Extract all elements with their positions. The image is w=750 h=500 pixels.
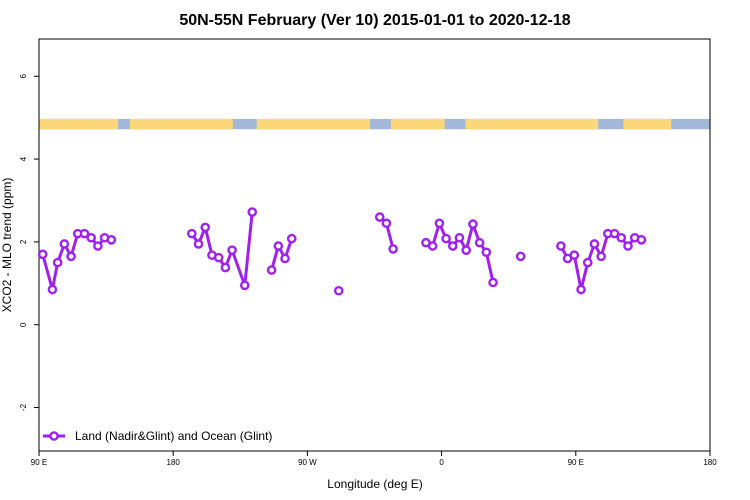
data-point (488, 277, 498, 288)
data-point (200, 222, 211, 233)
series-line (270, 238, 294, 271)
legend: Land (Nadir&Glint) and Ocean (Glint) (43, 429, 272, 443)
data-point (447, 241, 458, 251)
legend-marker-swatch (49, 431, 59, 441)
x-axis: 90 E 180 90 W 0 90 E 180 (31, 451, 717, 467)
data-point (187, 228, 197, 239)
data-point (374, 212, 385, 222)
ocean-band (39, 118, 710, 130)
data-point (474, 237, 485, 248)
y-tick-label: 2 (19, 239, 28, 244)
y-tick-label: -2 (19, 403, 28, 411)
data-point (636, 235, 647, 245)
data-point (461, 245, 472, 255)
data-point (193, 239, 204, 249)
y-axis: -2 0 2 4 6 (19, 73, 39, 411)
data-point (59, 239, 70, 249)
data-point (596, 251, 606, 262)
data-point (569, 250, 580, 260)
land-band-segment (129, 118, 233, 130)
data-point (576, 284, 586, 295)
land-band-segment (390, 118, 445, 130)
data-point (239, 280, 250, 291)
data-point (515, 251, 526, 262)
data-point (93, 241, 103, 251)
data-point (468, 219, 478, 229)
land-ocean-band (39, 118, 710, 130)
data-point (247, 207, 258, 217)
data-point (52, 257, 63, 268)
data-point (623, 241, 633, 251)
data-point (86, 232, 96, 243)
y-tick-label: 6 (19, 73, 28, 78)
data-point (556, 241, 566, 251)
x-tick-label: 90 E (568, 458, 584, 467)
data-point (434, 218, 445, 229)
data-point (589, 239, 600, 249)
data-point (227, 245, 237, 255)
y-axis-label: XCO2 - MLO trend (ppm) (0, 178, 14, 313)
x-tick-label: 180 (703, 458, 717, 467)
data-point (220, 262, 231, 273)
land-band-segment (256, 118, 371, 130)
y-tick-label: 0 (19, 322, 28, 327)
data-point (441, 233, 451, 244)
x-tick-label: 90 W (298, 458, 317, 467)
data-point (427, 241, 438, 251)
data-point (273, 241, 284, 251)
x-tick-label: 180 (167, 458, 181, 467)
data-point (481, 247, 492, 258)
data-point (333, 285, 344, 296)
land-band-segment (623, 118, 672, 130)
data-point (266, 265, 277, 275)
series-layer (37, 207, 647, 296)
data-point (47, 284, 58, 295)
data-point (616, 232, 627, 243)
chart-title: 50N-55N February (Ver 10) 2015-01-01 to … (179, 12, 570, 29)
data-point (66, 251, 76, 262)
x-tick-label: 0 (439, 458, 444, 467)
legend-label: Land (Nadir&Glint) and Ocean (Glint) (75, 429, 272, 443)
plot-frame (38, 38, 711, 452)
x-axis-label: Longitude (deg E) (327, 477, 422, 491)
data-point (381, 218, 392, 229)
land-band-segment (39, 118, 119, 130)
data-point (280, 253, 290, 264)
data-point (213, 252, 224, 263)
data-point (286, 233, 297, 244)
data-point (582, 257, 593, 268)
data-point (79, 228, 90, 239)
land-band-segment (465, 118, 599, 130)
x-tick-label: 90 E (31, 458, 47, 467)
data-point (609, 228, 620, 239)
series-line (190, 211, 254, 287)
data-point (37, 249, 48, 260)
data-point (106, 235, 117, 245)
y-tick-label: 4 (19, 156, 28, 161)
data-point (454, 232, 465, 243)
data-point (388, 244, 398, 254)
